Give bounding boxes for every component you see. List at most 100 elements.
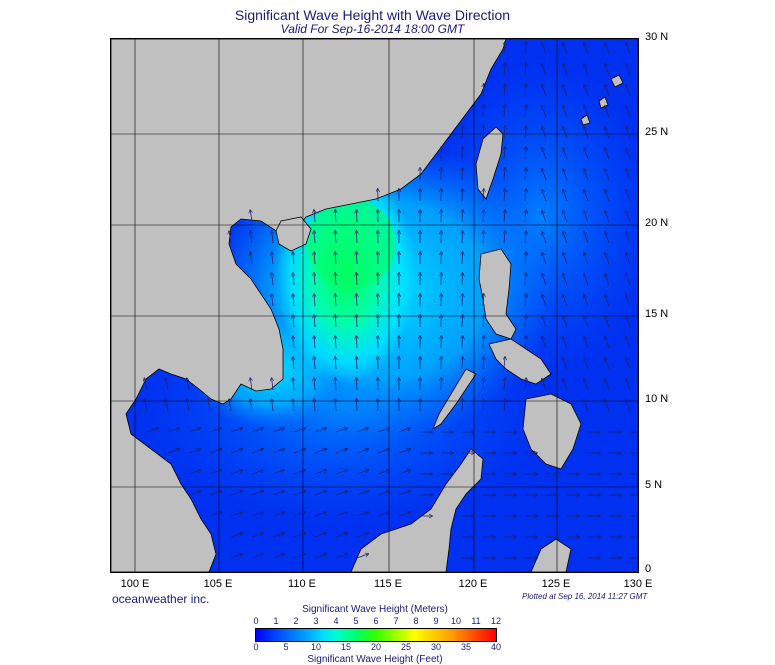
wave-direction-arrow [377, 449, 389, 454]
wave-direction-arrow [542, 148, 547, 160]
colorbar-meter-tick: 1 [273, 616, 279, 626]
wave-direction-arrow [504, 189, 505, 202]
colorbar-meter-tick: 0 [253, 616, 259, 626]
wave-direction-arrow [504, 63, 505, 76]
wave-direction-arrow [356, 378, 357, 391]
wave-direction-arrow [504, 84, 505, 97]
wave-direction-arrow [605, 253, 610, 265]
wave-direction-arrow [525, 336, 526, 349]
wave-direction-arrow [563, 337, 568, 349]
wave-direction-arrow [626, 85, 631, 97]
wave-direction-arrow [605, 169, 610, 181]
wave-direction-arrow [188, 491, 200, 496]
wave-direction-arrow [563, 295, 568, 307]
wave-direction-arrow [483, 189, 484, 202]
colorbar-meter-tick: 3 [313, 616, 319, 626]
wave-direction-arrow [356, 210, 357, 223]
wave-direction-arrow [272, 294, 273, 307]
wave-direction-arrow [542, 190, 547, 202]
wave-direction-arrow [293, 399, 294, 412]
wave-direction-arrow [251, 428, 263, 433]
lat-label-20n: 20 N [645, 217, 669, 229]
wave-direction-arrow [605, 295, 610, 307]
wave-direction-arrow [377, 512, 389, 517]
wave-direction-arrow [335, 378, 336, 391]
colorbar-feet-tick: 25 [400, 642, 412, 652]
wave-direction-arrow [605, 127, 610, 139]
wave-direction-arrow [377, 428, 389, 433]
landmass-palawan [432, 368, 477, 430]
wave-direction-arrow [525, 273, 526, 286]
wave-direction-arrow [398, 428, 410, 433]
lon-label-120e: 120 E [458, 578, 488, 590]
wave-direction-arrow [167, 449, 179, 454]
wave-direction-arrow [314, 357, 315, 370]
wave-direction-arrow [335, 294, 336, 307]
landmass-mindanao [522, 393, 582, 470]
wave-direction-arrow [188, 449, 200, 454]
wave-direction-arrow [229, 399, 231, 412]
wave-direction-arrow [504, 357, 505, 370]
wave-direction-arrow [504, 42, 505, 55]
wave-direction-arrow [188, 470, 200, 475]
wave-direction-arrow [626, 379, 631, 391]
colorbar-title-meters: Significant Wave Height (Meters) [302, 604, 448, 615]
wave-direction-arrow [563, 253, 568, 265]
landmass-sulawesi [530, 538, 572, 572]
wave-direction-arrow [584, 337, 589, 349]
wave-direction-arrow [335, 357, 336, 370]
wave-direction-arrow [335, 231, 336, 244]
wave-direction-arrow [335, 470, 347, 475]
colorbar-meter-tick: 6 [373, 616, 379, 626]
wave-direction-arrow [335, 554, 347, 559]
wave-direction-arrow [314, 470, 326, 475]
wave-direction-arrow [584, 358, 589, 370]
plotted-timestamp: Plotted at Sep 16, 2014 11:27 GMT [522, 592, 648, 601]
wave-direction-arrow [563, 358, 568, 370]
wave-direction-arrow [335, 315, 336, 328]
wave-direction-arrow [293, 512, 305, 517]
lat-label-30n: 30 N [645, 31, 669, 43]
wave-direction-arrow [584, 43, 589, 55]
wave-direction-arrow [626, 64, 631, 76]
wave-direction-arrow [314, 336, 315, 349]
wave-direction-arrow [146, 428, 158, 433]
wave-direction-arrow [272, 231, 273, 244]
wave-direction-arrow [272, 378, 273, 391]
wave-direction-arrow [144, 399, 148, 412]
wave-direction-arrow [525, 147, 526, 160]
wave-direction-arrows [144, 42, 638, 558]
graticule [111, 39, 638, 572]
wave-direction-arrow [356, 273, 357, 286]
wave-direction-arrow [483, 378, 484, 391]
wave-direction-arrow [356, 512, 368, 517]
wave-direction-arrow [314, 399, 315, 412]
wave-direction-arrow [563, 64, 568, 76]
wave-direction-arrow [293, 336, 294, 349]
wave-direction-arrow [542, 232, 547, 244]
wave-direction-arrow [314, 378, 315, 391]
wave-direction-arrow [293, 470, 305, 475]
wave-direction-arrow [293, 378, 294, 391]
wave-direction-arrow [293, 294, 294, 307]
wave-direction-arrow [542, 106, 547, 118]
wave-direction-arrow [525, 42, 526, 55]
wave-direction-arrow [626, 316, 631, 328]
colorbar-feet-tick: 30 [430, 642, 442, 652]
colorbar-title-feet: Significant Wave Height (Feet) [307, 654, 443, 665]
wave-direction-arrow [584, 379, 589, 391]
wave-direction-arrow [605, 337, 610, 349]
wave-direction-arrow [462, 252, 463, 265]
wave-direction-arrow [605, 232, 610, 244]
colorbar-feet-tick: 0 [253, 642, 259, 652]
wave-direction-arrow [314, 273, 315, 286]
wave-direction-arrow [230, 470, 242, 475]
wave-direction-arrow [293, 315, 294, 328]
wave-direction-arrow [483, 357, 484, 370]
wave-direction-arrow [356, 533, 368, 538]
wave-direction-arrow [314, 210, 315, 223]
wave-height-map [110, 38, 639, 573]
wave-direction-arrow [563, 211, 568, 223]
colorbar-meter-tick: 5 [353, 616, 359, 626]
wave-direction-arrow [584, 148, 589, 160]
